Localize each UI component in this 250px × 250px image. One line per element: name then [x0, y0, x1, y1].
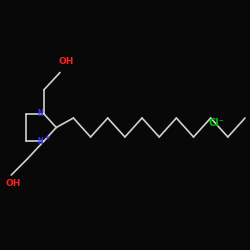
- Text: N: N: [37, 108, 43, 118]
- Text: +: +: [44, 134, 50, 140]
- Text: N: N: [37, 138, 43, 146]
- Text: OH: OH: [58, 57, 74, 66]
- Text: OH: OH: [5, 178, 21, 188]
- Text: Cl⁻: Cl⁻: [209, 118, 224, 128]
